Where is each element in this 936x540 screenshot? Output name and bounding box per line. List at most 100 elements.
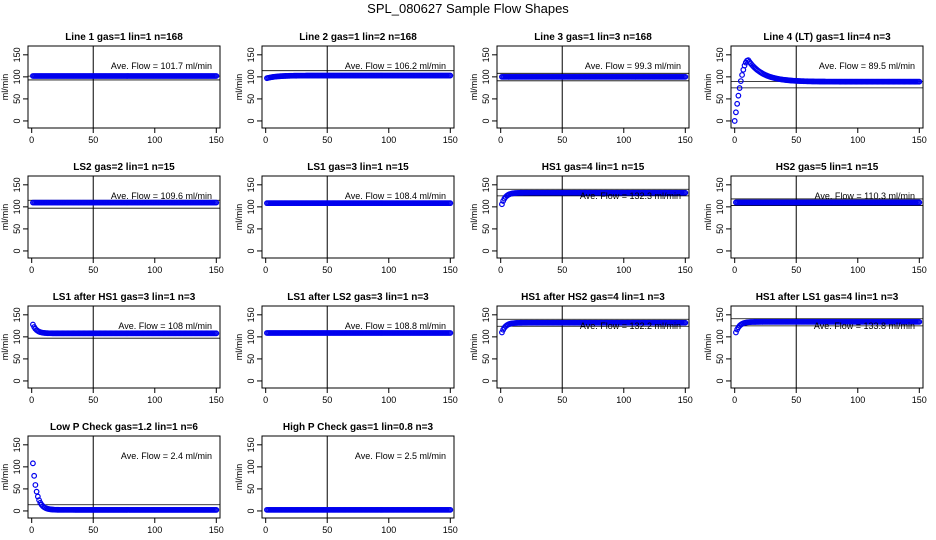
y-axis-label: ml/min	[234, 464, 244, 491]
y-tick-label: 50	[715, 354, 725, 364]
plot-frame	[496, 175, 690, 259]
data-point	[31, 472, 38, 479]
y-tick-label: 0	[12, 508, 22, 513]
y-tick-label: 50	[246, 484, 256, 494]
data-point	[916, 78, 923, 85]
y-axis-label: ml/min	[469, 74, 479, 101]
y-axis-label: ml/min	[469, 334, 479, 361]
plot-frame	[730, 45, 924, 129]
y-tick-label: 100	[481, 199, 491, 214]
data-point	[213, 199, 220, 206]
average-flow-annotation: Ave. Flow = 101.7 ml/min	[111, 61, 212, 71]
panel-title: LS2 gas=2 lin=1 n=15	[73, 162, 175, 173]
y-tick-label: 150	[246, 437, 256, 452]
x-tick-label: 50	[88, 265, 98, 275]
panel-10: LS1 after LS2 gas=3 lin=1 n=3 0 50 100 150 0 5…	[234, 292, 458, 405]
panel-title: Line 4 (LT) gas=1 lin=4 n=3	[763, 32, 891, 43]
y-tick-label: 0	[481, 378, 491, 383]
x-tick-label: 150	[678, 265, 693, 275]
y-tick-label: 50	[246, 94, 256, 104]
panel-2: Line 2 gas=1 lin=2 n=168 0 50 100 150 0 50 100 1…	[234, 32, 458, 145]
x-tick-label: 50	[88, 525, 98, 535]
y-tick-label: 150	[12, 307, 22, 322]
x-tick-label: 0	[732, 265, 737, 275]
x-tick-label: 100	[616, 265, 631, 275]
x-tick-label: 150	[209, 395, 224, 405]
x-tick-label: 0	[263, 135, 268, 145]
x-tick-label: 0	[498, 265, 503, 275]
panel-13: Low P Check gas=1.2 lin=1 n=6 0 50 100 150 0 5…	[0, 422, 224, 535]
y-tick-label: 50	[12, 94, 22, 104]
average-flow-annotation: Ave. Flow = 133.8 ml/min	[814, 321, 915, 331]
data-point	[499, 201, 505, 208]
average-flow-annotation: Ave. Flow = 89.5 ml/min	[819, 61, 915, 71]
data-point	[735, 92, 742, 99]
x-tick-label: 50	[557, 265, 567, 275]
panel-6: LS1 gas=3 lin=1 n=15 0 50 100 150 0 50 100 150 ml…	[234, 162, 458, 275]
x-tick-label: 100	[381, 265, 396, 275]
plot-frame	[261, 305, 455, 389]
panel-1: Line 1 gas=1 lin=1 n=168 0 50 100 150 0 50 100 1…	[0, 32, 224, 145]
data-point	[682, 73, 689, 80]
x-tick-label: 100	[850, 135, 865, 145]
panel-14: High P Check gas=1 lin=0.8 n=3 0 50 100 150 0…	[234, 422, 458, 535]
plot-frame	[261, 45, 455, 129]
y-tick-label: 150	[12, 177, 22, 192]
y-axis-label: ml/min	[234, 74, 244, 101]
panel-title: LS1 after LS2 gas=3 lin=1 n=3	[287, 292, 429, 303]
average-flow-annotation: Ave. Flow = 109.6 ml/min	[111, 191, 212, 201]
average-flow-annotation: Ave. Flow = 110.3 ml/min	[815, 191, 915, 201]
x-tick-label: 150	[209, 265, 224, 275]
y-tick-label: 0	[12, 378, 22, 383]
panel-title: Low P Check gas=1.2 lin=1 n=6	[50, 422, 198, 433]
plot-frame	[496, 305, 690, 389]
x-tick-label: 150	[912, 135, 927, 145]
y-axis-label: ml/min	[0, 334, 10, 361]
average-flow-annotation: Ave. Flow = 132.3 ml/min	[580, 191, 681, 201]
y-tick-label: 0	[715, 248, 725, 253]
data-point	[213, 73, 220, 79]
x-tick-label: 150	[443, 395, 458, 405]
y-tick-label: 150	[715, 177, 725, 192]
x-tick-label: 0	[498, 135, 503, 145]
y-tick-label: 150	[481, 47, 491, 62]
data-point	[682, 189, 689, 196]
y-tick-label: 0	[481, 248, 491, 253]
x-tick-label: 100	[147, 525, 162, 535]
y-tick-label: 150	[246, 307, 256, 322]
y-tick-label: 100	[481, 329, 491, 344]
plot-frame	[261, 435, 455, 519]
data-point	[682, 319, 689, 326]
y-tick-label: 0	[481, 118, 491, 123]
data-point	[213, 330, 220, 337]
y-axis-label: ml/min	[0, 204, 10, 231]
x-tick-label: 150	[209, 135, 224, 145]
panel-title: Line 3 gas=1 lin=3 n=168	[534, 32, 652, 43]
plot-frame	[27, 435, 221, 519]
y-tick-label: 0	[246, 508, 256, 513]
y-tick-label: 150	[12, 47, 22, 62]
y-tick-label: 50	[715, 94, 725, 104]
figure-title: SPL_080627 Sample Flow Shapes	[367, 1, 569, 16]
x-tick-label: 50	[88, 395, 98, 405]
x-tick-label: 0	[732, 395, 737, 405]
x-tick-label: 50	[557, 395, 567, 405]
data-point	[733, 109, 739, 116]
data-point	[731, 118, 738, 124]
data-point	[734, 100, 741, 107]
x-tick-label: 150	[443, 525, 458, 535]
y-tick-label: 150	[246, 177, 256, 192]
y-tick-label: 50	[715, 224, 725, 234]
panel-7: HS1 gas=4 lin=1 n=15 0 50 100 150 0 50 100 150 ml…	[469, 162, 693, 275]
y-tick-label: 100	[12, 199, 22, 214]
y-tick-label: 50	[246, 354, 256, 364]
x-tick-label: 100	[147, 135, 162, 145]
panel-9: LS1 after HS1 gas=3 lin=1 n=3 0 50 100 150 0 5…	[0, 292, 224, 405]
y-tick-label: 0	[715, 378, 725, 383]
average-flow-annotation: Ave. Flow = 108.4 ml/min	[345, 191, 446, 201]
average-flow-annotation: Ave. Flow = 2.5 ml/min	[355, 451, 446, 461]
y-tick-label: 50	[481, 224, 491, 234]
y-tick-label: 100	[481, 69, 491, 84]
x-tick-label: 0	[263, 525, 268, 535]
